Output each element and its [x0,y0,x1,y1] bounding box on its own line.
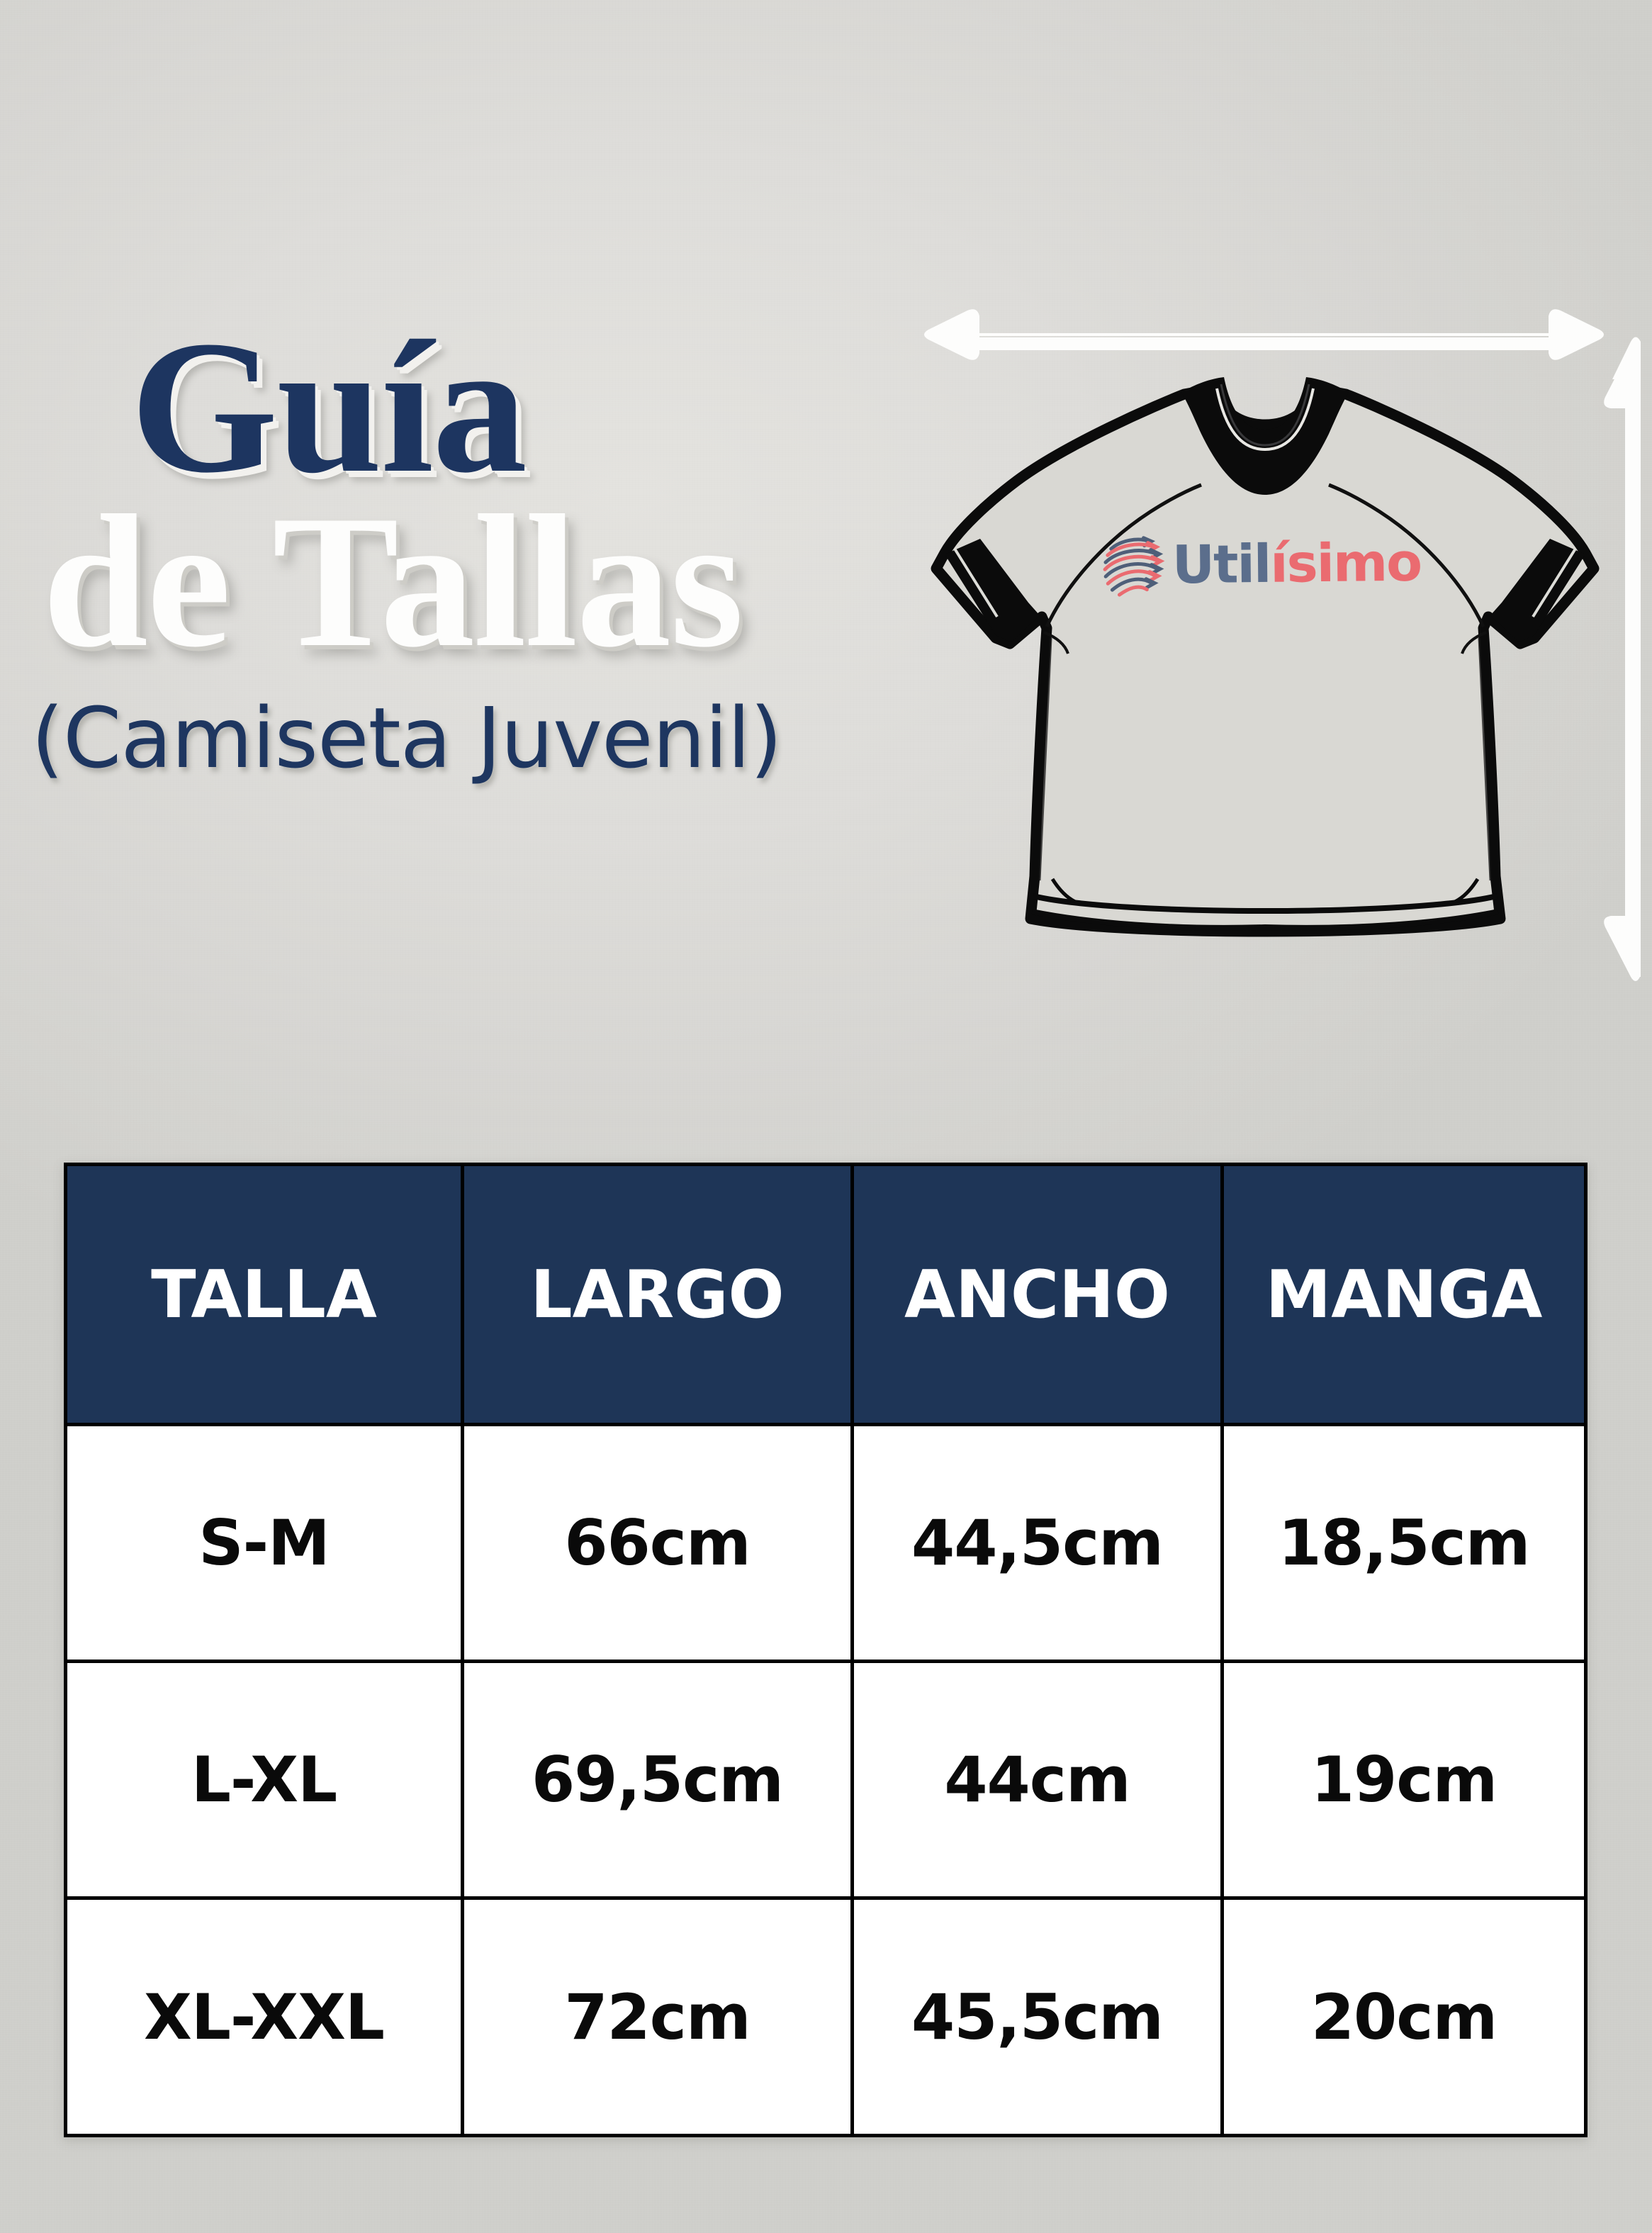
cell-ancho: 45,5cm [850,1896,1224,2137]
cell-size: XL-XXL [64,1896,464,2137]
globe-icon [1103,536,1165,597]
table-body: S-M 66cm 44,5cm 18,5cm L-XL 69,5cm 44cm … [64,1423,1588,2137]
column-header-largo: LARGO [461,1163,854,1426]
column-header-talla: TALLA [64,1163,464,1426]
table-row: L-XL 69,5cm 44cm 19cm [64,1660,1588,1900]
brand-logo: Utilísimo [1100,529,1422,600]
headline-block: Guía de Tallas (Camiseta Juvenil) [31,301,961,788]
cell-ancho: 44cm [850,1660,1224,1900]
cell-ancho: 44,5cm [850,1423,1224,1663]
page-subtitle: (Camiseta Juvenil) [31,689,782,787]
table-header-row: TALLA LARGO ANCHO MANGA [64,1163,1588,1426]
page-title-line-2: de Tallas [43,476,744,686]
cell-size: L-XL [64,1660,464,1900]
cell-manga: 20cm [1220,1896,1588,2137]
cell-manga: 19cm [1220,1660,1588,1900]
cell-manga: 18,5cm [1220,1423,1588,1663]
column-header-ancho: ANCHO [850,1163,1224,1426]
cell-largo: 72cm [461,1896,854,2137]
page-title-line-1: Guía [130,301,527,512]
brand-name-part1: Util [1171,533,1271,596]
cell-size: S-M [64,1423,464,1663]
table-header: TALLA LARGO ANCHO MANGA [64,1163,1588,1426]
garment-illustration [889,305,1641,1021]
cell-largo: 69,5cm [461,1660,854,1900]
width-measure-arrow-icon [924,309,1604,360]
size-chart-table: TALLA LARGO ANCHO MANGA S-M 66cm 44,5cm … [64,1163,1588,2137]
length-measure-arrow-icon [1604,337,1641,981]
table-row: XL-XXL 72cm 45,5cm 20cm [64,1896,1588,2137]
brand-name-part2: ísimo [1269,532,1422,595]
table-row: S-M 66cm 44,5cm 18,5cm [64,1423,1588,1663]
column-header-manga: MANGA [1220,1163,1588,1426]
cell-largo: 66cm [461,1423,854,1663]
tshirt-icon [931,377,1600,937]
brand-wordmark: Utilísimo [1171,532,1422,596]
